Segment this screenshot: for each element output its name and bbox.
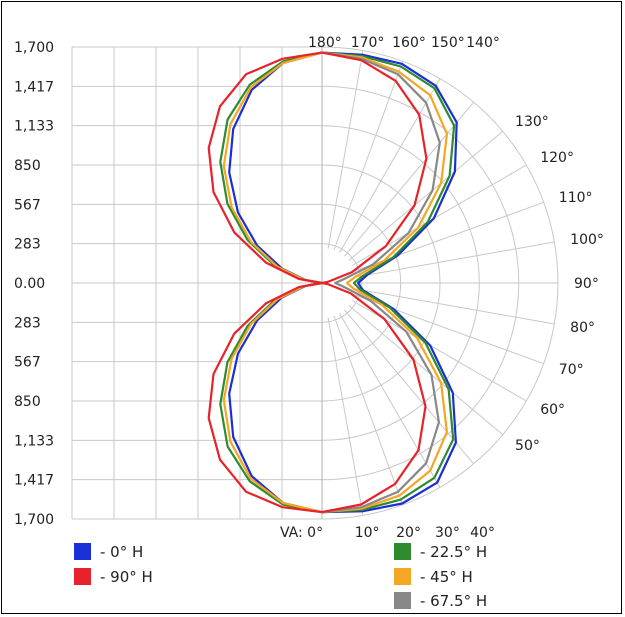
series-group xyxy=(207,51,458,514)
axes: 1,700 1,417 1,133 850 567 283 0.00 283 567 850 1,1… xyxy=(14,35,604,541)
y-tick-label: 0.00 xyxy=(14,276,45,292)
legend-swatch xyxy=(74,543,91,560)
y-tick-label: 1,417 xyxy=(14,79,54,95)
legend-label: - 45° H xyxy=(420,568,473,586)
angle-spoke xyxy=(356,241,555,278)
angle-spoke xyxy=(327,50,364,249)
angle-tick-label: 50° xyxy=(515,438,540,454)
angle-tick-label: 20° xyxy=(396,525,421,541)
angle-tick-label: 60° xyxy=(540,402,565,418)
legend-label: - 22.5° H xyxy=(420,543,487,561)
y-tick-label: 850 xyxy=(14,394,41,410)
angle-tick-label: 70° xyxy=(559,362,584,378)
angle-spoke xyxy=(356,288,555,325)
angle-tick-label: 120° xyxy=(540,150,574,166)
angle-tick-label: 30° xyxy=(435,525,460,541)
y-tick-label: 1,700 xyxy=(14,512,54,528)
series-line xyxy=(222,51,324,514)
labels: VA: 0° xyxy=(280,525,323,541)
series-line xyxy=(321,51,458,514)
legend-swatch xyxy=(394,568,411,585)
y-tick-label: 283 xyxy=(14,315,41,331)
angle-tick-label: 180° xyxy=(308,35,342,51)
angle-tick-label: 160° xyxy=(392,35,426,51)
series-line xyxy=(321,51,448,514)
angle-tick-label: 90° xyxy=(574,276,599,292)
y-tick-label: 1,133 xyxy=(14,433,54,449)
angle-spoke xyxy=(348,130,504,261)
legend-swatch xyxy=(394,592,411,609)
legend: - 0° H - 90° H - 22.5° H - 45° H - 67.5° H xyxy=(74,543,487,610)
angle-tick-label: 100° xyxy=(570,232,604,248)
angle-tick-label: 150° xyxy=(431,35,465,51)
angle-spoke xyxy=(339,313,441,488)
angle-tick-label: 110° xyxy=(559,190,593,206)
angle-spoke xyxy=(344,101,475,257)
angle-tick-label: 130° xyxy=(515,114,549,130)
y-tick-label: 1,133 xyxy=(14,119,54,135)
angle-spoke xyxy=(333,61,404,251)
y-tick-label: 567 xyxy=(14,355,41,371)
series-line xyxy=(321,51,441,514)
angle-spoke xyxy=(348,305,504,436)
series-line xyxy=(228,51,324,514)
angle-spoke xyxy=(327,317,364,516)
legend-label: - 0° H xyxy=(100,543,143,561)
y-tick-label: 1,700 xyxy=(14,40,54,56)
angle-tick-label: 10° xyxy=(355,525,380,541)
legend-swatch xyxy=(394,543,411,560)
angle-tick-label: 170° xyxy=(351,35,385,51)
angle-tick-label: 40° xyxy=(470,525,495,541)
series-line xyxy=(321,51,456,514)
angle-spoke xyxy=(333,315,404,505)
angle-tick-label: 140° xyxy=(466,35,500,51)
angle-spoke xyxy=(339,78,441,253)
y-tick-label: 1,417 xyxy=(14,473,54,489)
series-line xyxy=(207,51,324,514)
y-tick-label: 850 xyxy=(14,158,41,174)
grid xyxy=(71,46,559,520)
legend-swatch xyxy=(74,568,91,585)
angle-tick-label: 80° xyxy=(570,320,595,336)
legend-label: - 90° H xyxy=(100,568,153,586)
legend-label: - 67.5° H xyxy=(420,592,487,610)
y-tick-label: 283 xyxy=(14,237,41,253)
center-axis-label: VA: 0° xyxy=(280,525,323,541)
y-tick-label: 567 xyxy=(14,197,41,213)
